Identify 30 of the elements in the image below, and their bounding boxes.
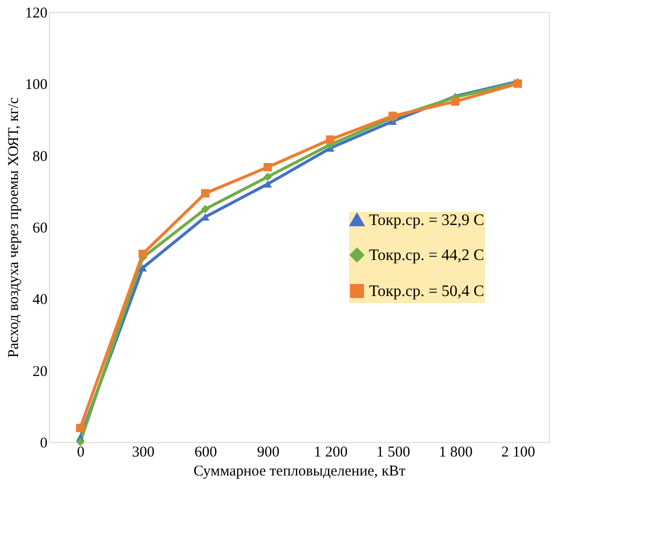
point [264, 172, 272, 182]
point [76, 438, 84, 446]
x-tick-label: 600 [194, 444, 217, 460]
y-tick-label: 20 [32, 364, 48, 380]
y-tick-label: 100 [25, 77, 48, 94]
x-tick-label: 2 100 [501, 444, 536, 460]
point [76, 424, 84, 432]
x-tick-label: 1 200 [314, 444, 348, 460]
legend-label: Токр.ср. = 44,2 С [369, 247, 484, 264]
legend-label: Токр.ср. = 32,9 С [369, 212, 484, 229]
x-tick-label: 1 800 [438, 444, 473, 460]
point [264, 180, 272, 188]
x-tick-label: 900 [257, 444, 280, 460]
legend-label: Токр.ср. = 50,4 С [369, 283, 484, 300]
x-axis-title: Суммарное тепловыделение, кВт [194, 464, 406, 480]
point [451, 97, 460, 106]
x-tick-label: 1 500 [376, 444, 410, 460]
point [138, 250, 147, 258]
point [201, 204, 210, 214]
y-tick-label: 80 [32, 148, 48, 165]
y-axis-title: Расход воздуха через проемы ХОЯТ, кг/с [6, 96, 22, 358]
y-tick-label: 60 [32, 220, 48, 236]
point [201, 189, 210, 198]
point [326, 135, 334, 144]
x-tick-label: 300 [132, 444, 154, 460]
point [264, 162, 272, 172]
y-tick-label: 40 [32, 292, 48, 308]
x-tick-label: 0 [77, 444, 84, 460]
point [138, 264, 147, 272]
y-tick-label: 120 [25, 6, 48, 22]
